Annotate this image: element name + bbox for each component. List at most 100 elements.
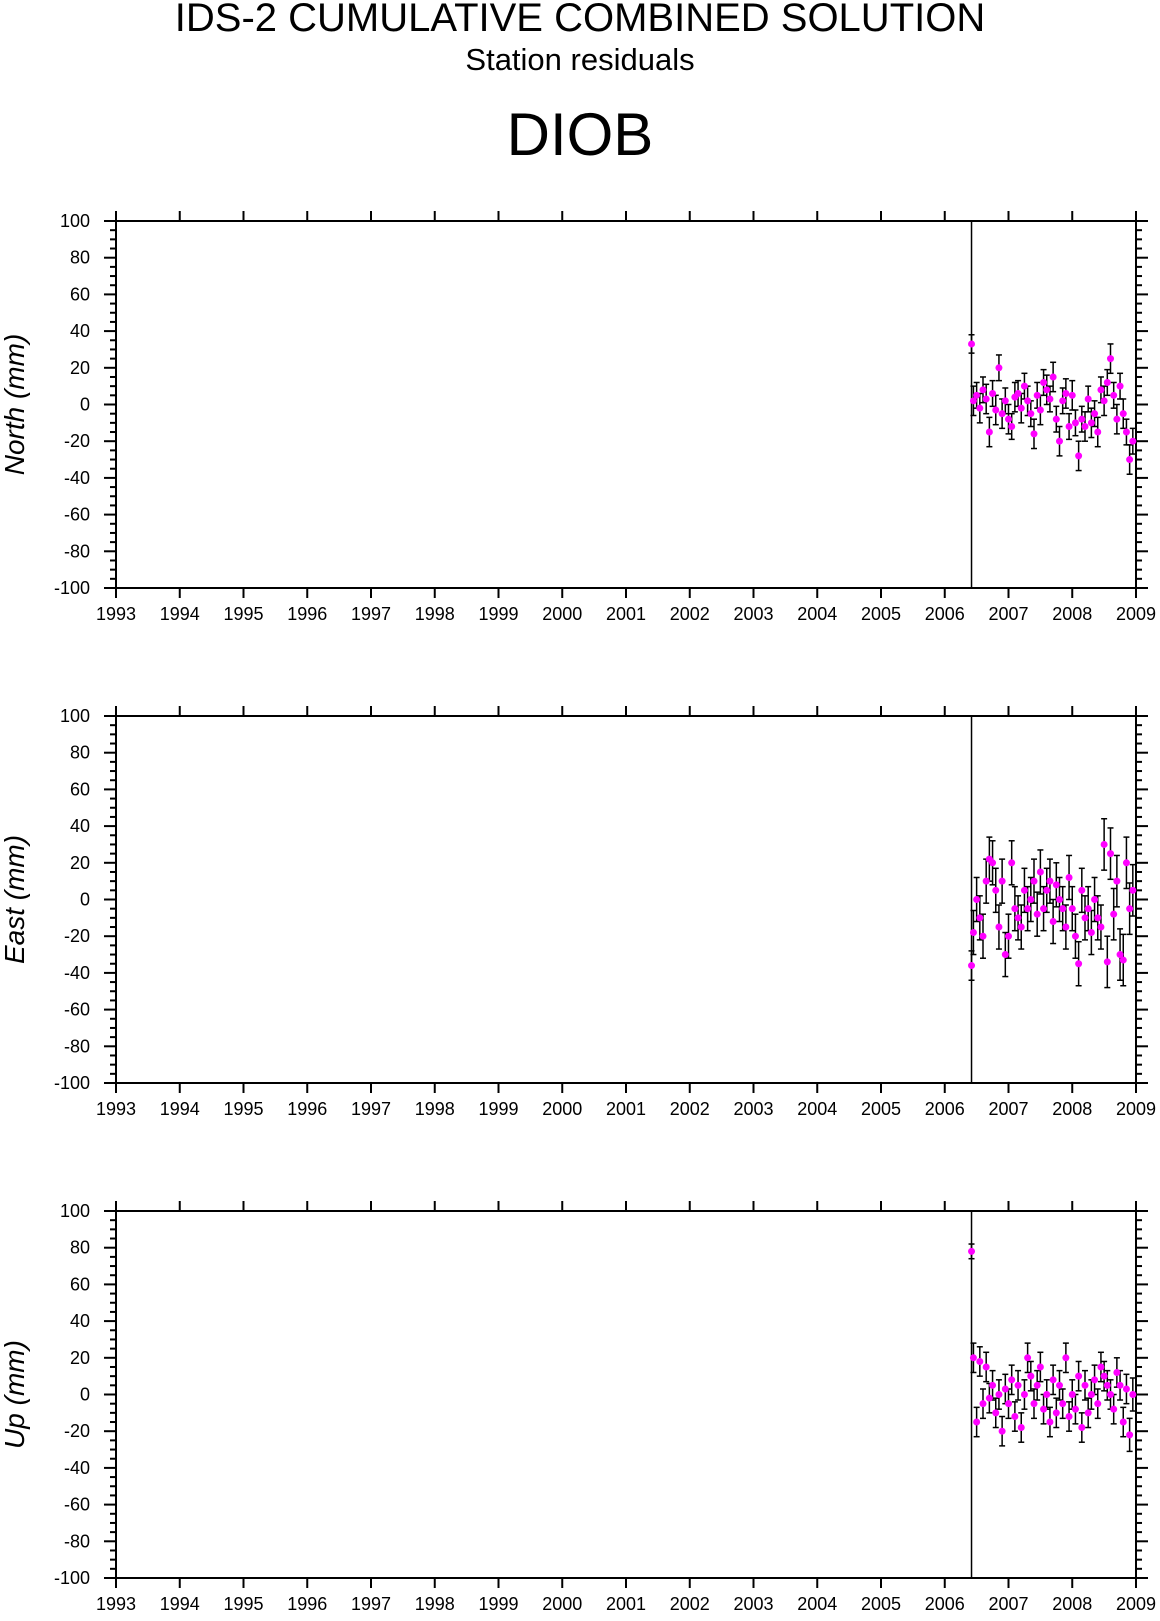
data-point [1075, 452, 1083, 460]
data-point [1087, 419, 1095, 427]
y-tick-label: -20 [64, 431, 90, 451]
data-point [968, 962, 976, 970]
data-point [1122, 859, 1130, 867]
data-point [1122, 428, 1130, 436]
plot-frame [115, 220, 1137, 589]
y-tick-label: 60 [70, 284, 90, 304]
x-tick-label: 1993 [96, 1099, 136, 1119]
data-point [979, 386, 987, 394]
data-point [969, 397, 977, 405]
data-point [1103, 958, 1111, 966]
x-tick-label: 1995 [223, 604, 263, 624]
x-tick-label: 2009 [1116, 1594, 1156, 1614]
data-point [1078, 1424, 1086, 1432]
y-tick-label: -80 [64, 1036, 90, 1056]
data-point [1129, 1391, 1137, 1398]
data-point [1107, 355, 1114, 363]
x-tick-label: 1998 [415, 1594, 455, 1614]
x-tick-label: 1999 [478, 1099, 518, 1119]
data-point [1030, 1400, 1038, 1408]
data-point [979, 1400, 987, 1408]
data-point [1119, 1418, 1127, 1426]
data-point [1008, 859, 1016, 867]
data-point [1059, 905, 1067, 913]
data-point [1046, 395, 1054, 403]
data-point [1030, 430, 1038, 438]
data-point [1097, 923, 1105, 931]
data-point [1043, 386, 1051, 394]
data-point [1040, 378, 1048, 386]
data-point [1094, 914, 1102, 922]
data-point [1052, 415, 1060, 423]
x-tick-label: 2007 [988, 1099, 1028, 1119]
data-point [1030, 877, 1038, 885]
data-point [1027, 896, 1035, 903]
data-point [1033, 391, 1041, 399]
data-point [1119, 410, 1127, 418]
y-tick-label: -100 [54, 1568, 90, 1588]
data-point [1097, 1363, 1105, 1371]
y-tick-label: -40 [64, 468, 90, 488]
data-point [1065, 423, 1073, 431]
data-point [1020, 886, 1028, 894]
data-point [976, 404, 984, 412]
data-point [1075, 1372, 1083, 1380]
data-point [979, 932, 987, 940]
data-point [1033, 1381, 1041, 1389]
data-point [1100, 1372, 1108, 1380]
x-tick-label: 2005 [861, 604, 901, 624]
x-tick-label: 2002 [670, 1099, 710, 1119]
y-tick-label: 0 [80, 890, 90, 910]
y-tick-label: 60 [70, 1274, 90, 1294]
y-tick-label: 40 [70, 321, 90, 341]
data-point [1071, 1405, 1079, 1413]
data-point [968, 340, 976, 348]
y-tick-label: -80 [64, 1531, 90, 1551]
data-point [1020, 382, 1028, 390]
data-point [1024, 905, 1032, 913]
data-point [1017, 923, 1025, 931]
data-point [992, 406, 1000, 414]
data-point [1065, 1413, 1073, 1421]
data-point [1001, 397, 1009, 405]
data-point [1107, 850, 1114, 858]
x-tick-label: 1995 [223, 1594, 263, 1614]
y-tick-label: -60 [64, 505, 90, 525]
data-point [989, 1381, 997, 1389]
x-tick-label: 1993 [96, 604, 136, 624]
x-tick-label: 1999 [478, 1594, 518, 1614]
x-tick-label: 2004 [797, 1594, 837, 1614]
data-point [1113, 1368, 1121, 1376]
chart-subtitle: Station residuals [465, 42, 695, 77]
data-point [1011, 905, 1019, 913]
data-point [1071, 932, 1079, 940]
data-point [989, 859, 997, 867]
data-point [982, 1363, 990, 1371]
data-point [995, 364, 1003, 372]
x-tick-label: 1998 [415, 1099, 455, 1119]
data-point [1126, 456, 1134, 464]
x-tick-label: 1993 [96, 1594, 136, 1614]
data-point [976, 914, 984, 922]
data-point [1068, 1391, 1076, 1398]
data-point [1116, 382, 1124, 390]
y-tick-label: -20 [64, 1421, 90, 1441]
x-tick-label: 2007 [988, 604, 1028, 624]
y-tick-label: 20 [70, 1348, 90, 1368]
x-tick-label: 2003 [733, 1099, 773, 1119]
data-point [1059, 1400, 1067, 1408]
data-point [989, 389, 997, 397]
data-point [1046, 877, 1054, 885]
data-point [992, 1409, 1000, 1417]
x-tick-label: 2005 [861, 1099, 901, 1119]
data-point [1091, 1376, 1099, 1384]
x-tick-label: 2006 [925, 604, 965, 624]
data-point [1091, 410, 1099, 418]
y-axis-label: North (mm) [0, 334, 30, 476]
y-tick-label: 80 [70, 1238, 90, 1258]
data-point [1027, 1372, 1035, 1380]
data-point [1081, 914, 1089, 922]
x-tick-label: 2009 [1116, 604, 1156, 624]
data-point [998, 877, 1006, 885]
